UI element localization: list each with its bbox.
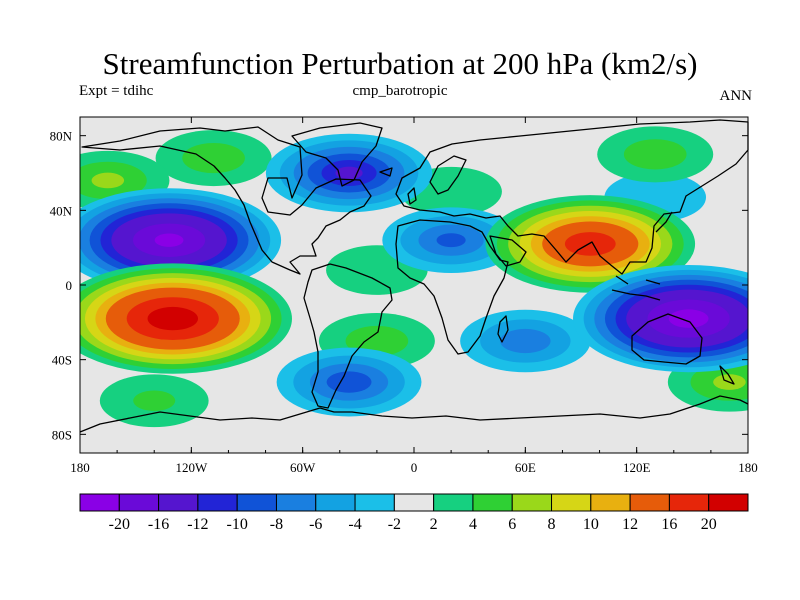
colorbar-label: -10 — [227, 516, 248, 533]
anomaly-n-pacific-high — [80, 188, 282, 293]
coast-madagascar — [497, 315, 509, 343]
contour-band — [154, 233, 184, 247]
colorbar-swatch — [629, 493, 670, 512]
colorbar-label: -2 — [388, 516, 401, 533]
anomaly-indian-low — [460, 309, 591, 373]
y-tick-label: 80N — [50, 129, 73, 144]
colorbar-label: -20 — [109, 516, 130, 533]
colorbar-label: -8 — [270, 516, 283, 533]
x-tick-label: 60E — [515, 460, 536, 475]
anomaly-nw-pacific-pos — [80, 150, 170, 211]
colorbar-swatch — [472, 493, 513, 512]
anomaly-greenland-pos — [155, 130, 272, 187]
contour-band — [133, 390, 176, 411]
axes: 180 120W 60W 0 60E 120E 180 80N 40N 0 40S 80S — [50, 116, 758, 475]
colorbar-swatch — [315, 493, 356, 512]
coast-eurasia — [395, 119, 749, 275]
colorbar-swatch — [79, 493, 120, 512]
colorbar-swatch — [511, 493, 553, 512]
colorbar-label: -12 — [187, 516, 208, 533]
x-tick-label: 120W — [175, 460, 208, 475]
contour-band — [182, 142, 245, 174]
x-tick-label: 120E — [623, 460, 651, 475]
colorbar-swatch — [118, 493, 160, 512]
colorbar-swatch — [433, 493, 474, 512]
contour-band — [147, 306, 198, 331]
colorbar-label: 12 — [622, 516, 638, 533]
anomaly-atlantic-low — [382, 207, 520, 273]
coast-british-isles — [379, 167, 417, 205]
y-tick-label: 80S — [52, 427, 72, 442]
colorbar-label: -16 — [148, 516, 169, 533]
contour-band — [436, 233, 466, 248]
anomaly-hudson-low — [265, 133, 433, 213]
contour-band — [500, 328, 551, 354]
coast-scandinavia — [429, 155, 467, 195]
coast-africa — [395, 219, 509, 355]
colorbar-label: -6 — [309, 516, 322, 533]
colorbar-swatch — [708, 493, 749, 512]
x-tick-label: 60W — [290, 460, 316, 475]
contour-band — [91, 172, 125, 189]
coast-north-america — [81, 126, 372, 275]
colorbar-swatch — [197, 493, 238, 512]
colorbar-label: 8 — [548, 516, 556, 533]
colorbar-swatch — [551, 493, 592, 512]
contour-band — [564, 232, 616, 256]
colorbar-swatch — [158, 493, 199, 512]
coast-greenland — [291, 122, 383, 187]
anomaly-asia-high — [485, 195, 696, 293]
x-tick-label: 180 — [738, 460, 758, 475]
colorbar-label: 20 — [701, 516, 717, 533]
coast-new-zealand — [719, 365, 735, 385]
colorbar-label: 16 — [661, 516, 677, 533]
colorbar-swatch — [275, 493, 317, 512]
colorbar-label: 2 — [430, 516, 438, 533]
contour-band — [326, 371, 372, 393]
y-tick-label: 40S — [52, 353, 72, 368]
contour-band — [623, 139, 687, 170]
colorbar-label: 10 — [583, 516, 599, 533]
coast-south-america — [303, 263, 393, 409]
colorbar-swatch — [668, 493, 710, 512]
anomaly-aus-low — [573, 265, 748, 373]
anomaly-s-atlantic-low — [276, 347, 422, 417]
colorbar-label: 4 — [469, 516, 477, 533]
colorbar-swatch — [354, 493, 395, 512]
y-tick-label: 0 — [66, 278, 73, 293]
coastlines — [79, 119, 749, 433]
coast-japan — [655, 211, 673, 233]
coast-indonesia — [611, 275, 661, 301]
colorbar: -20 -16 -12 -10 -8 -6 -4 -2 2 4 6 8 10 12 16 20 — [79, 493, 749, 533]
colorbar-swatch — [590, 493, 631, 512]
anomaly-s-ocean-pos — [99, 374, 209, 428]
anomaly-e-eurasia-pos — [597, 126, 714, 183]
colorbar-label: -4 — [348, 516, 361, 533]
contour-band — [668, 309, 709, 328]
colorbar-label: 6 — [508, 516, 516, 533]
chart-title: Streamfunction Perturbation at 200 hPa (… — [102, 46, 698, 81]
contour-field — [80, 117, 748, 453]
x-tick-label: 180 — [70, 460, 90, 475]
colorbar-swatch — [393, 493, 435, 512]
x-tick-label: 0 — [411, 460, 418, 475]
season-label: ANN — [719, 88, 753, 104]
coast-arabia — [489, 235, 527, 267]
coast-australia — [631, 313, 703, 365]
experiment-label: Expt = tdihc — [79, 83, 154, 99]
y-tick-label: 40N — [50, 203, 73, 218]
anomaly-s-pacific-high — [80, 263, 292, 374]
case-label: cmp_barotropic — [352, 83, 448, 99]
colorbar-swatch — [236, 493, 277, 512]
coast-antarctica — [79, 395, 749, 433]
